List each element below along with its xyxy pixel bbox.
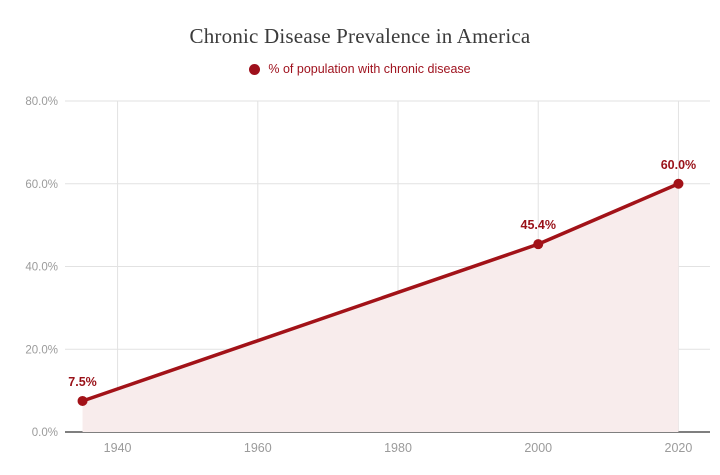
- legend: % of population with chronic disease: [0, 62, 720, 76]
- data-point-label: 7.5%: [68, 375, 97, 389]
- data-point: [77, 395, 88, 406]
- data-point-label: 60.0%: [661, 158, 696, 172]
- x-tick-label: 2000: [524, 441, 552, 455]
- legend-label: % of population with chronic disease: [268, 62, 471, 76]
- y-tick-label: 40.0%: [25, 262, 58, 274]
- y-tick-label: 0.0%: [32, 427, 58, 439]
- y-tick-label: 20.0%: [25, 344, 58, 356]
- legend-marker-icon: [249, 63, 261, 75]
- x-tick-label: 1940: [104, 441, 132, 455]
- area-fill: [82, 183, 679, 432]
- data-point: [673, 178, 684, 189]
- data-point: [533, 239, 544, 250]
- x-tick-label: 2020: [665, 441, 693, 455]
- y-tick-label: 60.0%: [25, 179, 58, 191]
- chart-title: Chronic Disease Prevalence in America: [189, 24, 531, 48]
- data-point-label: 45.4%: [521, 218, 556, 232]
- y-tick-label: 80.0%: [25, 96, 58, 108]
- x-tick-label: 1980: [384, 441, 412, 455]
- x-tick-label: 1960: [244, 441, 272, 455]
